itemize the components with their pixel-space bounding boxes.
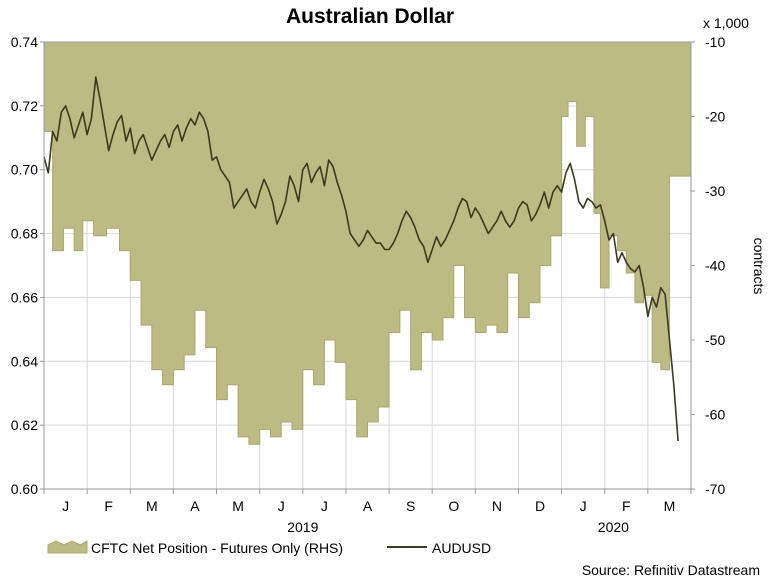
x-tick-label-7: A (363, 498, 373, 514)
x-tick-label-11: D (535, 498, 545, 514)
x-tick-label-9: O (448, 498, 459, 514)
left-tick-label-7: 0.74 (11, 34, 38, 50)
x-tick-label-13: F (622, 498, 631, 514)
left-tick-label-5: 0.70 (11, 162, 38, 178)
legend-swatch-cftc (47, 540, 88, 554)
legend: CFTC Net Position - Futures Only (RHS) A… (47, 540, 491, 556)
x-tick-label-5: J (278, 498, 285, 514)
x-tick-label-12: J (580, 498, 587, 514)
left-tick-label-2: 0.64 (11, 353, 38, 369)
left-tick-label-6: 0.72 (11, 98, 38, 114)
legend-label-cftc: CFTC Net Position - Futures Only (RHS) (91, 540, 343, 556)
right-tick-label-0: -70 (705, 481, 725, 497)
series-area-cftc (43, 41, 692, 445)
right-tick-label-5: -20 (705, 109, 725, 125)
x-tick-label-8: S (406, 498, 415, 514)
right-tick-label-6: -10 (705, 34, 725, 50)
year-label-0: 2019 (287, 519, 318, 535)
left-tick-label-0: 0.60 (11, 481, 38, 497)
plot-area: 0.60 0.62 0.64 0.66 0.68 0.70 0.72 0.74 -70 -60 -5… (11, 34, 726, 535)
right-axis-title: contracts (751, 238, 767, 295)
right-tick-label-1: -60 (705, 407, 725, 423)
legend-label-audusd: AUDUSD (432, 540, 491, 556)
series-line-audusd (43, 76, 679, 442)
left-tick-label-1: 0.62 (11, 417, 38, 433)
chart-title: Australian Dollar (286, 5, 454, 28)
x-tick-label-4: M (232, 498, 244, 514)
right-tick-label-4: -30 (705, 183, 725, 199)
x-tick-label-2: M (146, 498, 158, 514)
right-tick-label-3: -40 (705, 258, 725, 274)
x-tick-label-3: A (190, 498, 200, 514)
x-tick-label-10: N (492, 498, 502, 514)
right-tick-label-2: -50 (705, 332, 725, 348)
right-axis-unit-note: x 1,000 (703, 15, 749, 31)
year-label-1: 2020 (598, 519, 629, 535)
x-tick-label-6: J (321, 498, 328, 514)
x-tick-label-1: F (104, 498, 113, 514)
left-tick-label-4: 0.68 (11, 226, 38, 242)
x-tick-label-0: J (62, 498, 69, 514)
x-tick-label-14: M (664, 498, 676, 514)
left-tick-label-3: 0.66 (11, 289, 38, 305)
chart-source: Source: Refinitiv Datastream (582, 562, 760, 578)
